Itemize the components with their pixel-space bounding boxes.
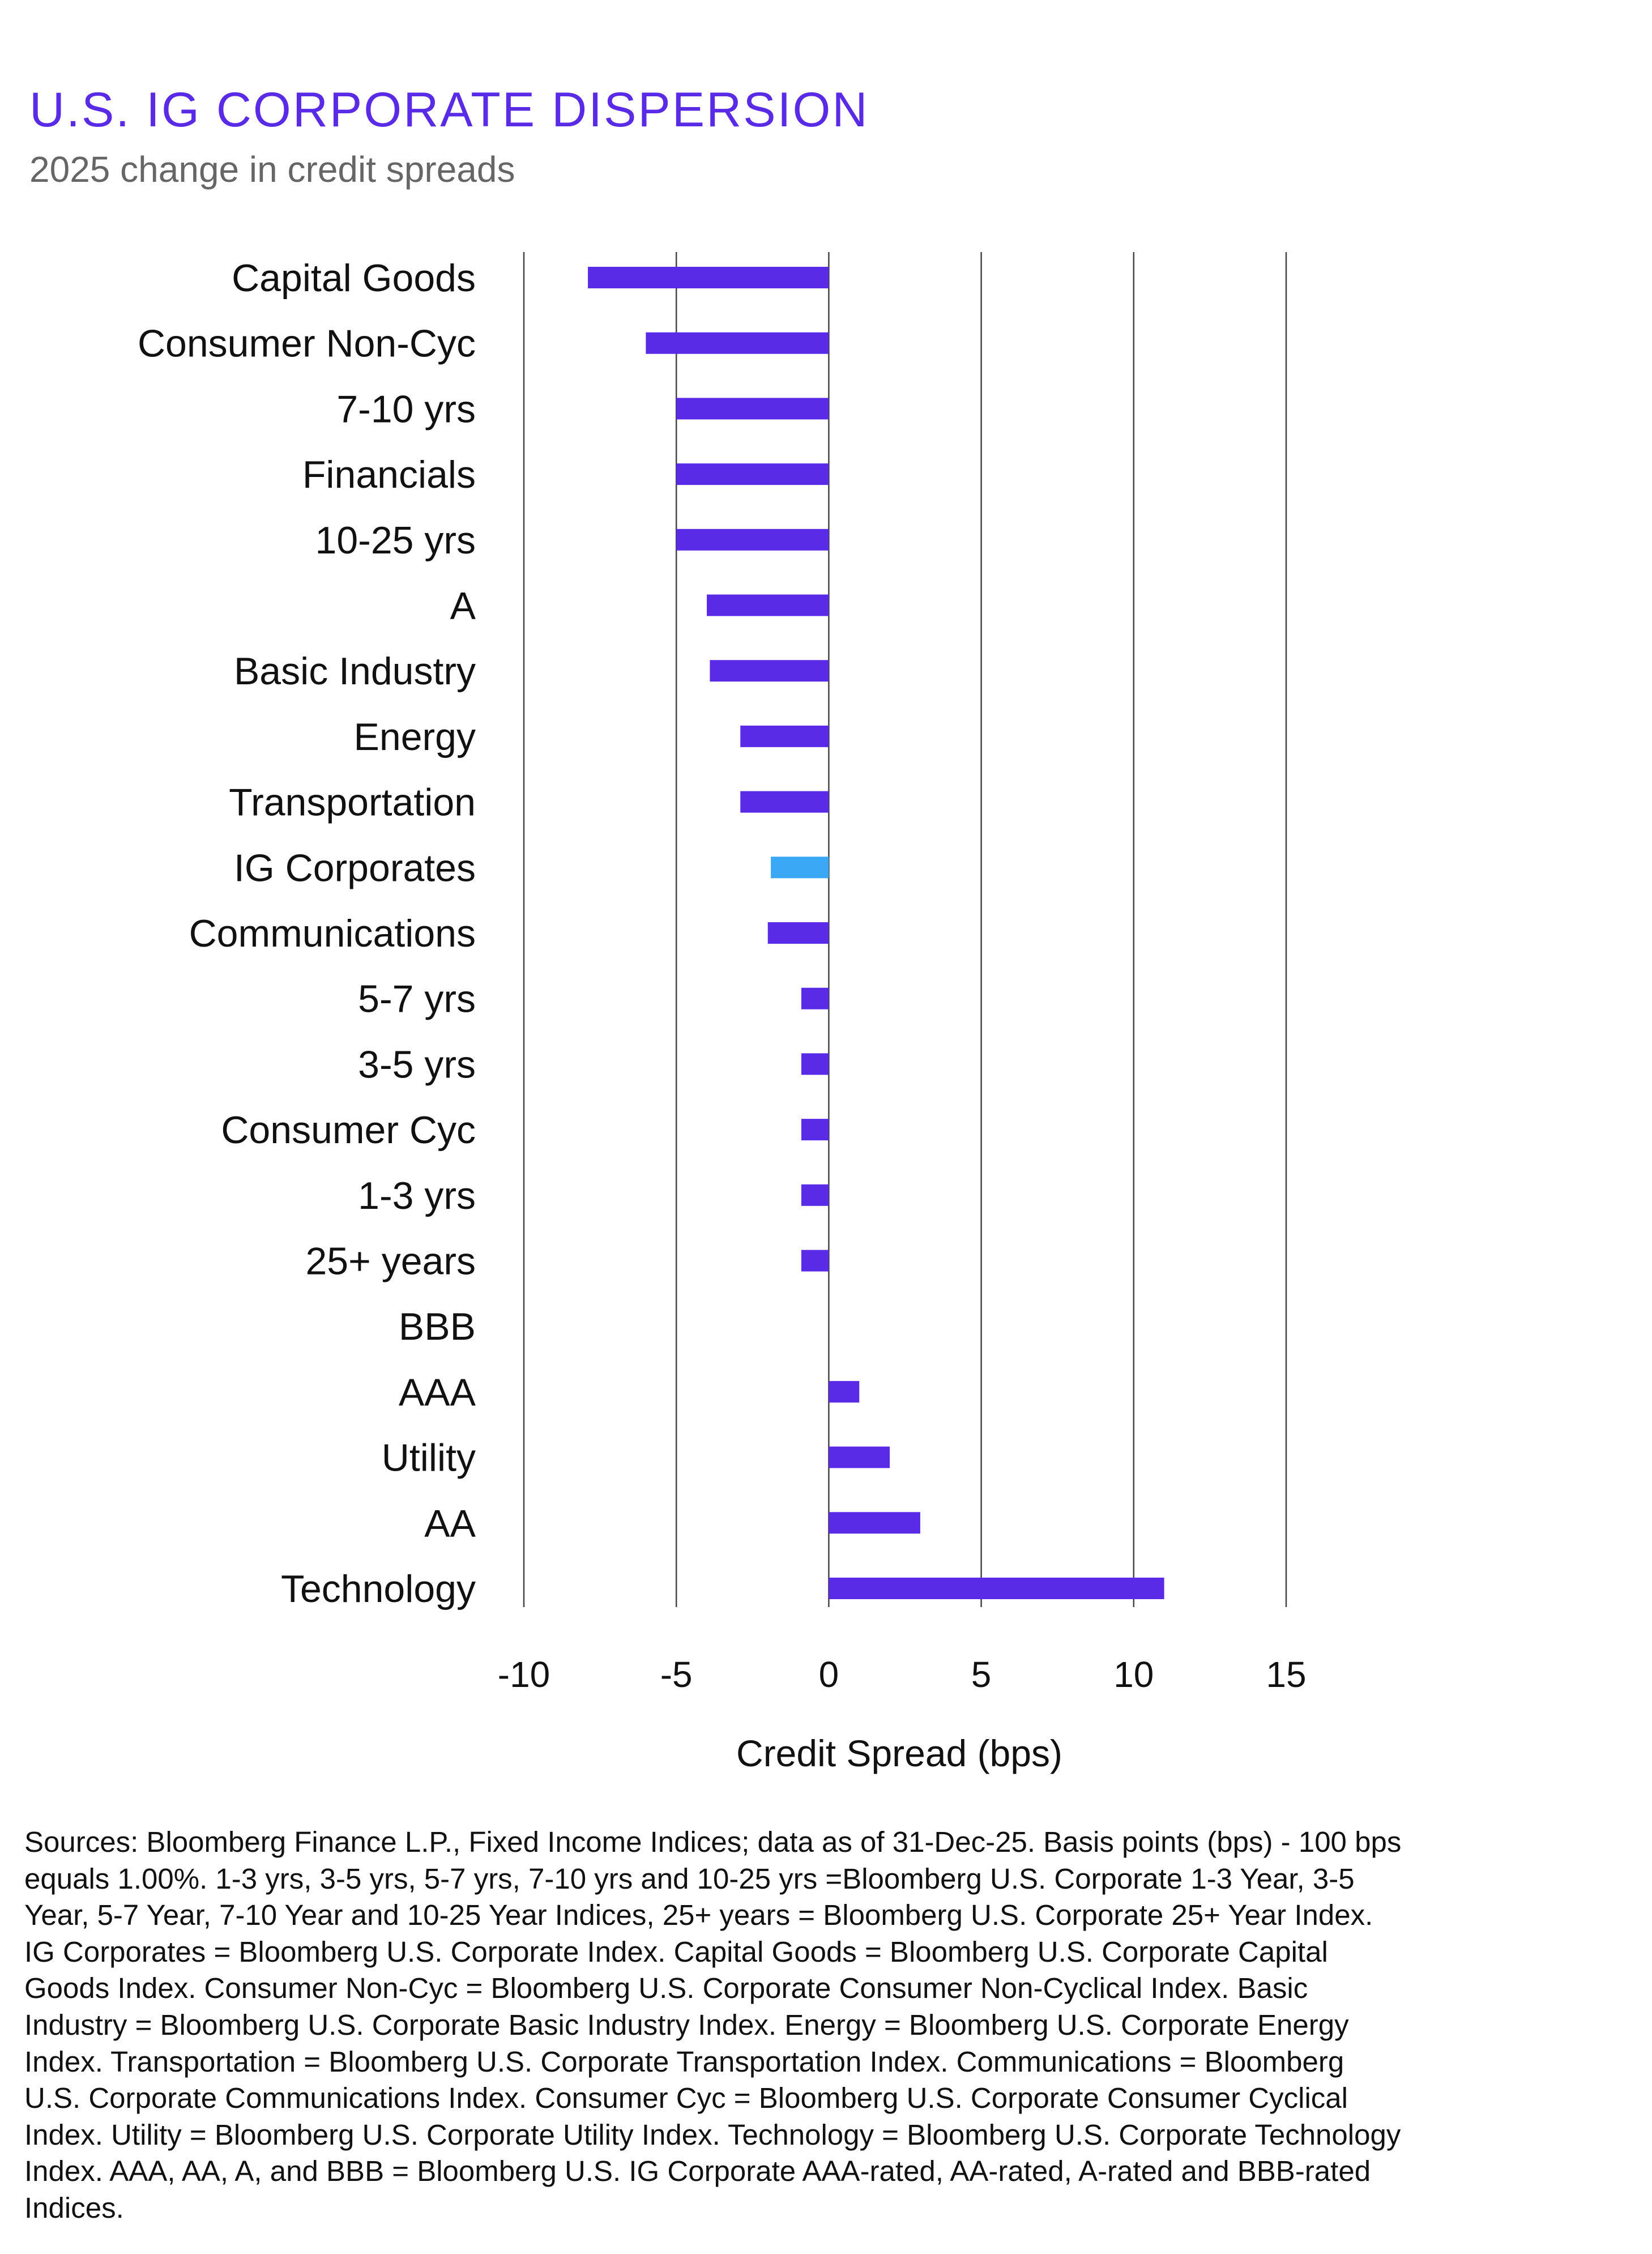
category-label: Consumer Non-Cyc [138,322,476,365]
bar-utility [829,1446,890,1468]
bar-10-25-yrs [676,529,829,551]
x-tick-label: 0 [819,1654,839,1695]
category-label: A [450,585,476,628]
footnote: Sources: Bloomberg Finance L.P., Fixed I… [24,1826,1402,2224]
category-label: AAA [399,1371,476,1414]
category-label: IG Corporates [234,846,476,889]
bar-consumer-cyc [801,1119,829,1141]
bar-3-5-yrs [801,1053,829,1075]
x-tick-label: 5 [971,1654,992,1695]
bar-1-3-yrs [801,1184,829,1206]
bar-aaa [829,1380,860,1403]
bar-ig-corporates [771,857,829,879]
bar-capital-goods [588,267,829,288]
bar-basic-industry [710,660,829,682]
x-tick-label: -10 [498,1654,550,1695]
category-label: BBB [399,1305,476,1348]
category-label: Consumer Cyc [221,1109,476,1152]
category-label: Technology [281,1567,476,1610]
category-label: Transportation [229,781,476,824]
chart-title: U.S. IG CORPORATE DISPERSION [29,83,869,137]
bar-aa [829,1512,920,1534]
category-label: 7-10 yrs [336,387,476,431]
x-tick-label: -5 [660,1654,693,1695]
bar-energy [740,725,829,747]
x-tick-label: 15 [1266,1654,1306,1695]
category-label: 5-7 yrs [358,978,476,1021]
bar-transportation [740,791,829,813]
category-label: 3-5 yrs [358,1043,476,1086]
category-label: Utility [382,1437,476,1480]
x-tick-label: 10 [1113,1654,1154,1695]
category-label: 25+ years [305,1240,476,1283]
bar-a [707,594,829,616]
category-label: 10-25 yrs [315,519,476,562]
bar-consumer-non-cyc [646,332,829,354]
category-label: Energy [354,715,476,759]
bar-chart: -10 -5 0 5 10 15 Capital Goods Consumer Non-Cyc… [138,252,1307,1774]
category-label: Basic Industry [234,650,476,693]
chart-subtitle: 2025 change in credit spreads [29,149,515,190]
bar-financials [676,463,829,485]
category-label: Communications [189,912,476,955]
bar-7-10-yrs [676,398,829,420]
category-label: 1-3 yrs [358,1174,476,1217]
bar-25-years [801,1250,829,1272]
x-axis-title: Credit Spread (bps) [736,1732,1062,1774]
category-label: Capital Goods [232,257,476,300]
category-label: AA [424,1502,476,1545]
bar-5-7-yrs [801,987,829,1009]
bar-technology [829,1578,1164,1599]
bar-communications [767,922,829,944]
category-label: Financials [302,453,476,496]
